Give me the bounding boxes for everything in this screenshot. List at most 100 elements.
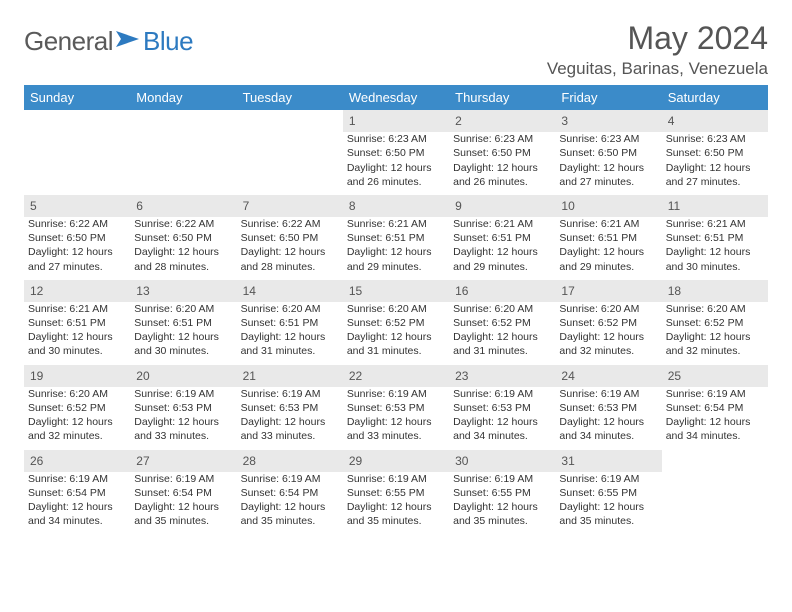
day-number-cell [24,110,130,132]
day-number-cell: 21 [237,365,343,387]
day-detail-cell [130,132,236,195]
day-detail-cell: Sunrise: 6:23 AMSunset: 6:50 PMDaylight:… [449,132,555,195]
day-number-cell: 25 [662,365,768,387]
daylight-text: Daylight: 12 hours [559,500,657,514]
sunset-text: Sunset: 6:50 PM [666,146,764,160]
day-number-cell: 9 [449,195,555,217]
sunset-text: Sunset: 6:50 PM [453,146,551,160]
day-number-cell: 5 [24,195,130,217]
daylight-text: and 33 minutes. [347,429,445,443]
day-number-cell: 19 [24,365,130,387]
logo: General Blue [24,26,193,57]
day-detail-cell: Sunrise: 6:20 AMSunset: 6:51 PMDaylight:… [237,302,343,365]
daylight-text: and 29 minutes. [559,260,657,274]
day-detail-cell: Sunrise: 6:19 AMSunset: 6:53 PMDaylight:… [449,387,555,450]
sunset-text: Sunset: 6:55 PM [347,486,445,500]
weekday-header: Friday [555,85,661,110]
day-detail-cell: Sunrise: 6:22 AMSunset: 6:50 PMDaylight:… [237,217,343,280]
day-detail-cell: Sunrise: 6:22 AMSunset: 6:50 PMDaylight:… [130,217,236,280]
sunset-text: Sunset: 6:50 PM [559,146,657,160]
sunrise-text: Sunrise: 6:21 AM [347,217,445,231]
daylight-text: and 26 minutes. [453,175,551,189]
sunset-text: Sunset: 6:52 PM [28,401,126,415]
daylight-text: and 35 minutes. [559,514,657,528]
sunset-text: Sunset: 6:53 PM [241,401,339,415]
daylight-text: Daylight: 12 hours [666,330,764,344]
daylight-text: Daylight: 12 hours [559,330,657,344]
daylight-text: Daylight: 12 hours [28,500,126,514]
daylight-text: and 28 minutes. [241,260,339,274]
day-number-cell: 29 [343,450,449,472]
daylight-text: and 28 minutes. [134,260,232,274]
daylight-text: Daylight: 12 hours [453,245,551,259]
day-number-cell: 4 [662,110,768,132]
day-detail-cell: Sunrise: 6:19 AMSunset: 6:53 PMDaylight:… [343,387,449,450]
day-detail-cell: Sunrise: 6:19 AMSunset: 6:54 PMDaylight:… [662,387,768,450]
logo-flag-icon [115,29,141,54]
day-detail-cell: Sunrise: 6:21 AMSunset: 6:51 PMDaylight:… [662,217,768,280]
sunset-text: Sunset: 6:51 PM [28,316,126,330]
day-number-cell: 27 [130,450,236,472]
day-detail-row: Sunrise: 6:22 AMSunset: 6:50 PMDaylight:… [24,217,768,280]
daylight-text: Daylight: 12 hours [453,330,551,344]
sunset-text: Sunset: 6:51 PM [134,316,232,330]
daylight-text: Daylight: 12 hours [134,500,232,514]
sunset-text: Sunset: 6:50 PM [241,231,339,245]
day-detail-row: Sunrise: 6:19 AMSunset: 6:54 PMDaylight:… [24,472,768,535]
day-detail-cell: Sunrise: 6:20 AMSunset: 6:51 PMDaylight:… [130,302,236,365]
daylight-text: Daylight: 12 hours [28,245,126,259]
logo-text-blue: Blue [143,26,193,57]
day-number-row: 12131415161718 [24,280,768,302]
daylight-text: and 30 minutes. [134,344,232,358]
daylight-text: Daylight: 12 hours [559,415,657,429]
day-detail-cell: Sunrise: 6:19 AMSunset: 6:55 PMDaylight:… [449,472,555,535]
daylight-text: and 29 minutes. [453,260,551,274]
header: General Blue May 2024 Veguitas, Barinas,… [24,20,768,79]
day-number-cell: 23 [449,365,555,387]
sunrise-text: Sunrise: 6:22 AM [28,217,126,231]
sunset-text: Sunset: 6:51 PM [666,231,764,245]
sunset-text: Sunset: 6:55 PM [453,486,551,500]
daylight-text: Daylight: 12 hours [453,500,551,514]
day-detail-cell: Sunrise: 6:19 AMSunset: 6:53 PMDaylight:… [555,387,661,450]
sunrise-text: Sunrise: 6:21 AM [453,217,551,231]
daylight-text: Daylight: 12 hours [134,330,232,344]
day-number-row: 19202122232425 [24,365,768,387]
daylight-text: and 32 minutes. [666,344,764,358]
day-number-cell: 17 [555,280,661,302]
day-number-cell [130,110,236,132]
sunset-text: Sunset: 6:53 PM [453,401,551,415]
daylight-text: Daylight: 12 hours [241,500,339,514]
day-detail-cell: Sunrise: 6:21 AMSunset: 6:51 PMDaylight:… [449,217,555,280]
sunset-text: Sunset: 6:53 PM [347,401,445,415]
weekday-header: Wednesday [343,85,449,110]
day-detail-row: Sunrise: 6:21 AMSunset: 6:51 PMDaylight:… [24,302,768,365]
daylight-text: and 31 minutes. [453,344,551,358]
day-number-cell: 31 [555,450,661,472]
day-detail-cell: Sunrise: 6:19 AMSunset: 6:54 PMDaylight:… [24,472,130,535]
day-number-cell: 14 [237,280,343,302]
day-detail-cell: Sunrise: 6:21 AMSunset: 6:51 PMDaylight:… [24,302,130,365]
day-detail-cell: Sunrise: 6:21 AMSunset: 6:51 PMDaylight:… [343,217,449,280]
logo-text-general: General [24,26,113,57]
daylight-text: Daylight: 12 hours [241,245,339,259]
sunset-text: Sunset: 6:54 PM [241,486,339,500]
sunrise-text: Sunrise: 6:19 AM [241,387,339,401]
day-detail-cell: Sunrise: 6:20 AMSunset: 6:52 PMDaylight:… [555,302,661,365]
daylight-text: and 27 minutes. [559,175,657,189]
sunrise-text: Sunrise: 6:23 AM [666,132,764,146]
daylight-text: and 26 minutes. [347,175,445,189]
sunset-text: Sunset: 6:52 PM [559,316,657,330]
sunrise-text: Sunrise: 6:19 AM [453,472,551,486]
day-detail-cell: Sunrise: 6:23 AMSunset: 6:50 PMDaylight:… [662,132,768,195]
day-detail-cell: Sunrise: 6:23 AMSunset: 6:50 PMDaylight:… [555,132,661,195]
daylight-text: Daylight: 12 hours [347,330,445,344]
daylight-text: Daylight: 12 hours [453,161,551,175]
day-detail-cell: Sunrise: 6:19 AMSunset: 6:55 PMDaylight:… [555,472,661,535]
sunrise-text: Sunrise: 6:20 AM [347,302,445,316]
day-number-cell: 20 [130,365,236,387]
day-number-row: 567891011 [24,195,768,217]
daylight-text: Daylight: 12 hours [28,330,126,344]
daylight-text: and 31 minutes. [347,344,445,358]
day-number-cell: 18 [662,280,768,302]
